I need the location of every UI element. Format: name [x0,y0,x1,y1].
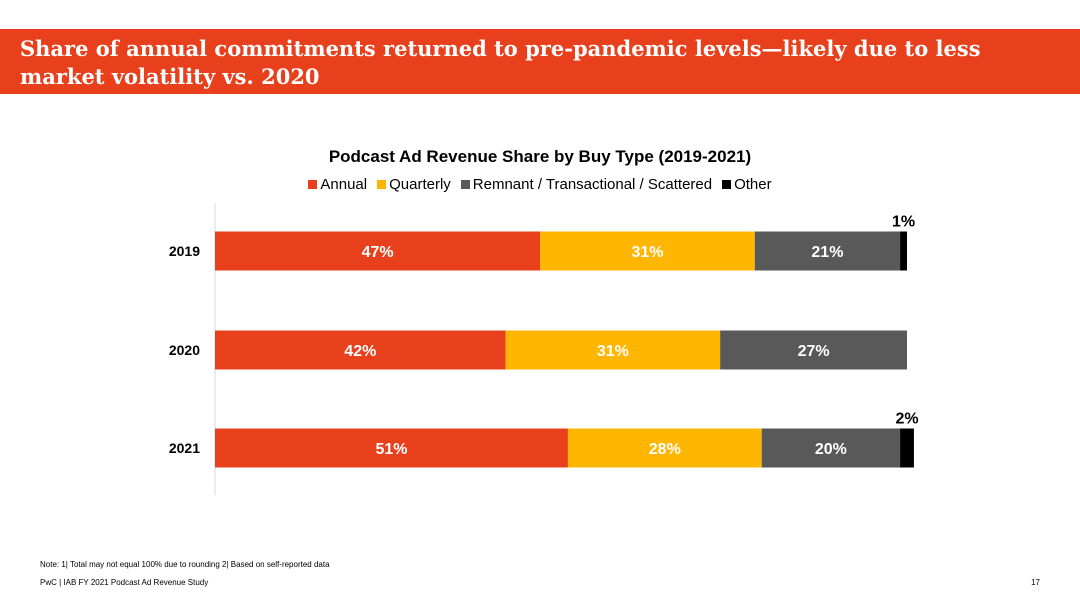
legend-swatch [722,180,732,189]
data-label: 1% [892,214,915,231]
data-label: 2% [895,411,918,428]
legend-label: Remnant / Transactional / Scattered [472,176,713,193]
bar-segment [215,330,506,370]
chart-title: Podcast Ad Revenue Share by Buy Type (20… [328,147,752,166]
bar-segment [754,231,901,271]
legend-item: Remnant / Transactional / Scattered [460,176,713,193]
data-label: 27% [798,343,830,360]
data-label: 31% [631,244,663,261]
bar-segment [761,428,901,468]
bar-segment [505,330,721,370]
page-title: Share of annual commitments returned to … [20,36,981,89]
data-label: 47% [362,244,394,261]
bar-segment [540,231,755,271]
footer-source: PwC | IAB FY 2021 Podcast Ad Revenue Stu… [40,578,209,587]
bar-segment [720,330,907,370]
legend-item: Other [722,176,772,193]
legend-item: Annual [308,176,367,193]
category-label: 2019 [169,243,200,259]
legend-label: Other [734,176,772,193]
data-label: 42% [344,343,376,360]
chart-legend: Annual Quarterly Remnant / Transactional /… [0,176,1080,193]
data-label: 51% [375,441,407,458]
data-label: 31% [597,343,629,360]
data-label: 20% [815,441,847,458]
title-banner: Share of annual commitments returned to … [0,29,1080,94]
legend-swatch [377,180,387,189]
category-label: 2020 [169,342,200,358]
legend-label: Annual [320,176,368,193]
legend-swatch [308,180,318,189]
bar-segment [567,428,762,468]
bar-segment [215,231,541,271]
bar-segment [900,428,914,468]
data-label: 28% [649,441,681,458]
bar-segment [215,428,568,468]
legend-item: Quarterly [377,176,451,193]
legend-label: Quarterly [389,176,451,193]
footnote: Note: 1| Total may not equal 100% due to… [40,560,330,569]
bar-segment [900,231,907,271]
legend-swatch [460,180,470,189]
page-number: 17 [1031,578,1040,587]
data-label: 21% [811,244,843,261]
category-label: 2021 [169,440,200,456]
